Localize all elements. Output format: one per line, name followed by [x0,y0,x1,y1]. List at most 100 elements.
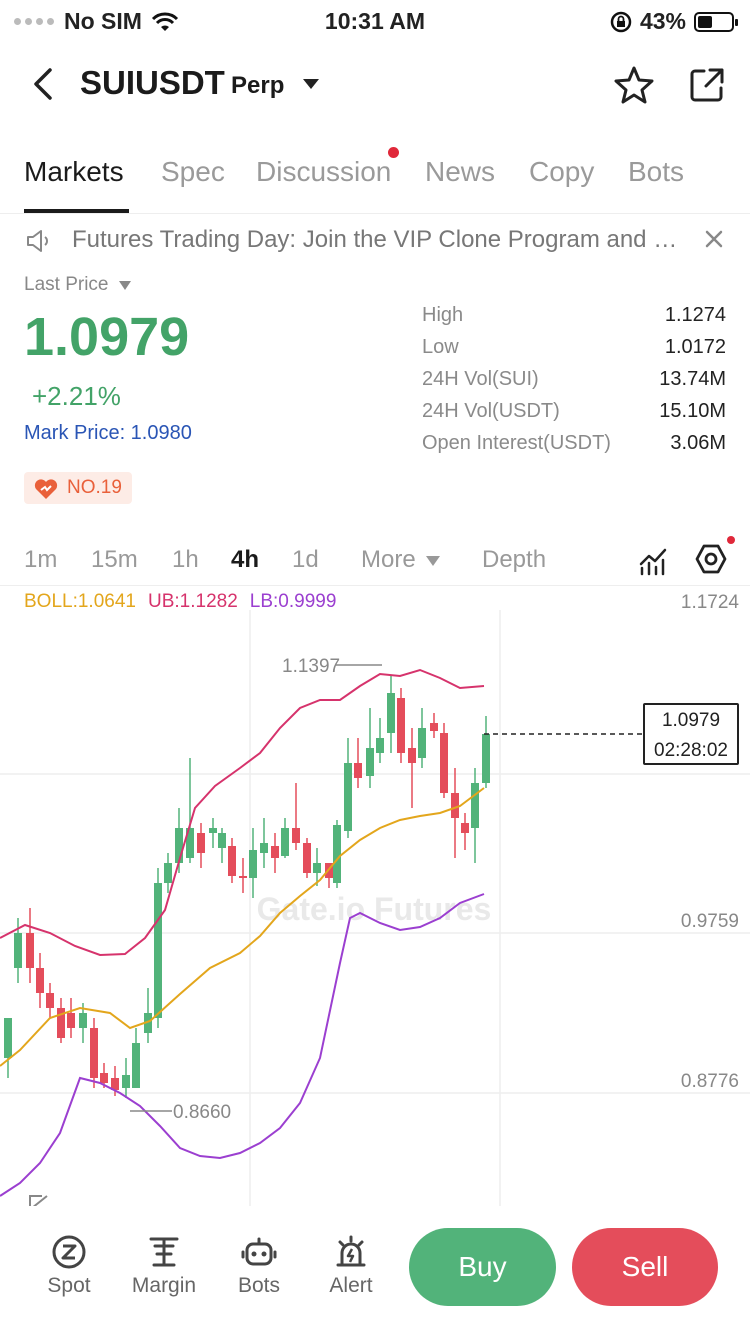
candle-body [67,1013,75,1028]
candle-body [100,1073,108,1083]
stats-panel: High 1.1274 Low 1.0172 24H Vol(SUI) 13.74M … [422,304,726,464]
fullscreen-icon[interactable] [29,1195,48,1206]
mark-price[interactable]: Mark Price: 1.0980 [24,422,192,444]
axis-label-mid: 0.9759 [681,911,739,932]
spot-icon [52,1235,86,1269]
candle-body [461,823,469,833]
nav-margin[interactable]: Margin [119,1234,209,1298]
nav-bots[interactable]: Bots [214,1234,304,1298]
close-icon[interactable] [703,228,725,250]
pair-symbol[interactable]: SUIUSDT [80,64,225,101]
boll-middle-band [0,787,485,1067]
carrier-label: No SIM [64,8,142,34]
candle-body [387,693,395,733]
candle-body [333,825,341,883]
signal-icon [14,18,54,25]
last-price-value: 1.0979 [24,307,190,367]
favorite-star-icon[interactable] [614,66,654,104]
last-price-label[interactable]: Last Price [24,274,109,295]
candle-body [36,968,44,993]
candle-body [408,748,416,763]
tab-spec[interactable]: Spec [161,156,225,187]
candle-body [292,828,300,843]
boll-upper-band [0,668,485,957]
price-change: +2.21% [32,381,121,411]
interval-1h[interactable]: 1h [172,546,199,573]
interval-15m[interactable]: 15m [91,546,138,573]
rank-badge[interactable]: NO.19 [24,472,132,504]
notification-dot [727,536,735,544]
chevron-down-icon[interactable] [119,281,131,290]
candle-body [418,728,426,758]
watermark: Gate.io Futures [257,891,492,927]
candle-body [164,863,172,883]
candle-body [440,733,448,793]
tab-discussion[interactable]: Discussion [256,156,392,187]
back-arrow-icon[interactable] [28,66,58,102]
candle-body [303,843,311,873]
margin-icon [149,1237,179,1267]
stat-high: High 1.1274 [422,304,726,326]
announcement-text[interactable]: Futures Trading Day: Join the VIP Clone … [72,226,682,253]
tab-copy[interactable]: Copy [529,156,595,187]
boll-legend: BOLL:1.0641 UB:1.1282 LB:0.9999 [24,591,336,613]
tab-news[interactable]: News [425,156,496,187]
boll-upper-value: UB:1.1282 [147,591,238,612]
candle-body [260,843,268,853]
chevron-down-icon[interactable] [302,78,320,90]
wifi-icon [151,12,179,31]
tab-markets[interactable]: Markets [24,156,124,187]
interval-bar: 1m 15m 1h 4h 1d More Depth [0,540,750,586]
candle-body [451,793,459,818]
sell-button[interactable]: Sell [572,1228,718,1306]
candle-body [79,1013,87,1028]
boll-lower-band [0,893,485,1197]
tab-bar: Markets Spec Discussion News Copy Bots [0,150,750,214]
settings-icon[interactable] [694,542,728,576]
stat-low: Low 1.0172 [422,336,726,358]
contract-type[interactable]: Perp [231,72,285,99]
clock: 10:31 AM [324,8,426,34]
interval-1d[interactable]: 1d [292,546,319,573]
candle-body [430,723,438,731]
buy-button[interactable]: Buy [409,1228,556,1306]
candle-body [376,738,384,753]
candlestick-chart[interactable]: Gate.io Futures 1.1397 0.8660 1.1724 0.9… [0,588,750,1206]
rotation-lock-icon [610,11,632,32]
speaker-icon [27,230,48,252]
candle-body [90,1028,98,1078]
stat-vol-usdt: 24H Vol(USDT) 15.10M [422,400,726,422]
battery-icon [694,11,738,32]
nav-spot[interactable]: Spot [24,1234,114,1298]
interval-1m[interactable]: 1m [24,546,58,573]
candle-body [313,863,321,873]
tab-bots[interactable]: Bots [628,156,685,187]
nav-alert[interactable]: Alert [306,1234,396,1298]
axis-label-low: 0.8776 [681,1071,739,1092]
candle-body [46,993,54,1008]
battery-percent: 43% [639,8,686,34]
axis-label-top: 1.1724 [681,592,740,613]
announcement-banner[interactable]: Futures Trading Day: Join the VIP Clone … [0,222,750,262]
interval-more[interactable]: More [361,546,416,573]
candle-body [482,734,490,783]
candle-body [57,1008,65,1038]
current-price-tag-value: 1.0979 [661,710,721,731]
candle-body [144,1013,152,1033]
candle-body [271,846,279,858]
alert-icon [336,1235,366,1267]
candle-body [14,933,22,968]
chart-grid [0,610,750,1206]
chart-type-icon[interactable] [637,544,669,576]
interval-4h[interactable]: 4h [231,546,260,573]
candle-body [186,828,194,858]
status-bar: No SIM 10:31 AM 43% [0,0,750,44]
boll-mid-value: BOLL:1.0641 [24,591,136,612]
stat-open-interest: Open Interest(USDT) 3.06M [422,432,726,454]
candle-body [4,1018,12,1058]
candle-body [154,883,162,1018]
candle-body [132,1043,140,1088]
chevron-down-icon[interactable] [426,556,440,566]
depth-tab[interactable]: Depth [482,546,547,573]
share-icon[interactable] [688,66,726,104]
